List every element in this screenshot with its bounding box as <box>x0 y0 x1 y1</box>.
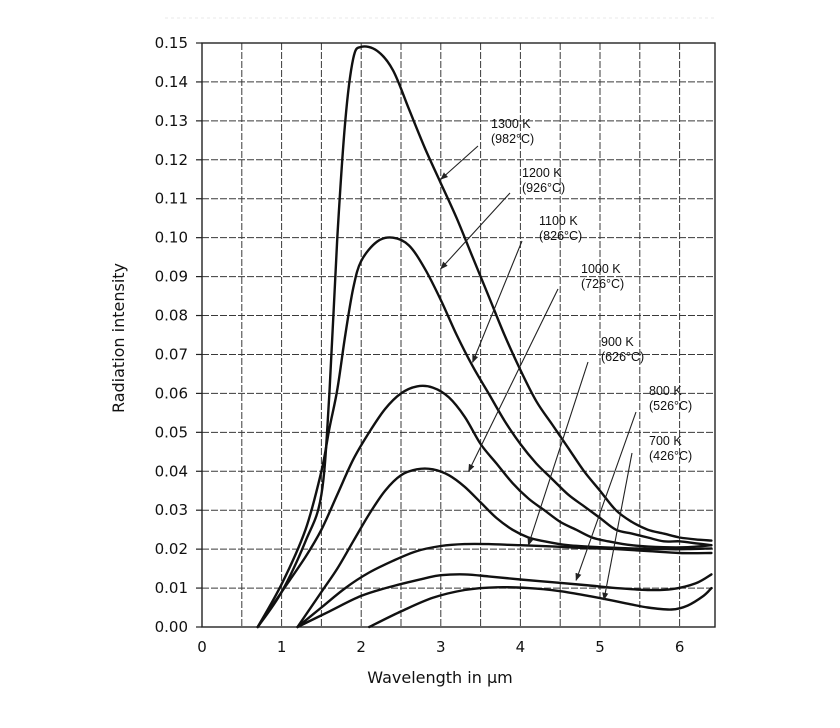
series-line-800k <box>296 573 713 629</box>
annotation-label-temp-c: (626°C) <box>601 350 644 364</box>
y-tick-label: 0.06 <box>155 384 188 402</box>
y-tick-label: 0.08 <box>155 307 188 325</box>
y-tick-label: 0.11 <box>155 190 188 208</box>
plot-frame <box>201 42 716 628</box>
y-tick-label: 0.07 <box>155 345 188 363</box>
annotation-label-temp-c: (426°C) <box>649 449 692 463</box>
annotation-arrow <box>440 145 479 180</box>
annotation-label-temp-c: (726°C) <box>581 277 624 291</box>
series-line-1200k <box>256 236 713 629</box>
annotation-arrow <box>575 411 637 582</box>
series-line-1300k <box>256 45 713 629</box>
annotation-label-temp-k: 900 K <box>601 335 634 349</box>
y-tick-label: 0.12 <box>155 151 188 169</box>
annotation-label-temp-k: 1200 K <box>522 166 562 180</box>
series-line-1100k <box>256 384 713 629</box>
series-curves <box>256 45 713 629</box>
annotation-label-temp-k: 700 K <box>649 434 682 448</box>
annotation-label-temp-k: 1000 K <box>581 262 621 276</box>
series-line-900k <box>296 542 713 629</box>
annotation-labels: 1300 K(982°C) 1200 K(926°C) 1100 K(826°C) 1… <box>491 117 692 463</box>
annotation-arrow <box>472 240 523 363</box>
series-line-1000k <box>296 467 713 629</box>
y-tick-label: 0.02 <box>155 540 188 558</box>
x-tick-label: 5 <box>595 638 605 656</box>
x-tick-label: 3 <box>436 638 446 656</box>
x-tick-label: 4 <box>516 638 526 656</box>
y-tick-label: 0.13 <box>155 112 188 130</box>
annotation-arrows <box>440 145 637 601</box>
x-tick-label: 6 <box>675 638 685 656</box>
y-axis-label: Radiation intensity <box>109 263 128 413</box>
tick-labels: 0.00 0.01 0.02 0.03 0.04 0.05 0.06 0.07 0.08 0.09… <box>155 34 685 656</box>
series-line-700k <box>368 586 713 629</box>
grid <box>165 17 716 628</box>
annotation-arrow <box>468 288 559 472</box>
annotation-label-temp-c: (982°C) <box>491 132 534 146</box>
annotation-arrow <box>440 192 511 270</box>
annotation-label-temp-k: 1300 K <box>491 117 531 131</box>
annotation-label-temp-c: (926°C) <box>522 181 565 195</box>
y-tick-label: 0.04 <box>155 462 188 480</box>
annotation-arrow <box>527 361 589 546</box>
y-tick-label: 0.09 <box>155 268 188 286</box>
annotation-label-temp-c: (826°C) <box>539 229 582 243</box>
y-tick-label: 0.01 <box>155 579 188 597</box>
annotation-label-temp-c: (526°C) <box>649 399 692 413</box>
annotation-label-temp-k: 800 K <box>649 384 682 398</box>
x-axis-label: Wavelength in µm <box>367 668 512 687</box>
y-tick-label: 0.10 <box>155 229 188 247</box>
y-tick-label: 0.15 <box>155 34 188 52</box>
x-tick-label: 1 <box>277 638 287 656</box>
annotation-arrow <box>602 452 633 601</box>
y-tick-label: 0.00 <box>155 618 188 636</box>
annotation-label-temp-k: 1100 K <box>539 214 578 228</box>
y-tick-label: 0.03 <box>155 501 188 519</box>
x-tick-label: 2 <box>356 638 366 656</box>
y-tick-label: 0.05 <box>155 423 188 441</box>
y-tick-label: 0.14 <box>155 73 188 91</box>
x-tick-label: 0 <box>197 638 207 656</box>
